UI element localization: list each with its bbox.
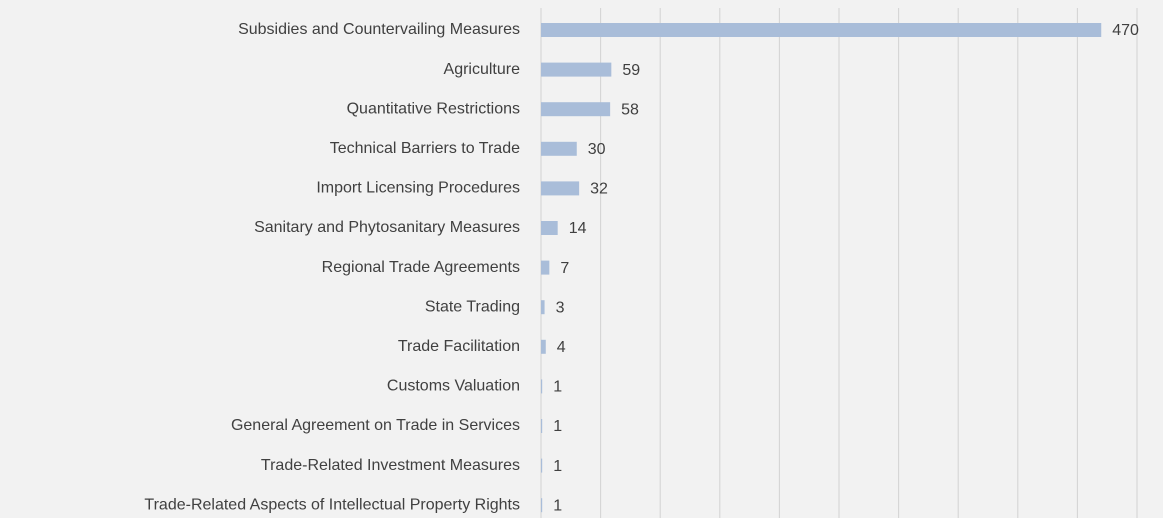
bar: [541, 260, 550, 275]
category-label: Sanitary and Phytosanitary Measures: [254, 219, 520, 236]
category-label: Quantitative Restrictions: [347, 100, 520, 117]
data-label: 1: [553, 458, 562, 475]
data-label: 3: [556, 299, 565, 316]
data-label: 32: [590, 181, 608, 198]
category-label: Agriculture: [444, 61, 521, 78]
bar: [541, 339, 546, 354]
data-label: 470: [1112, 22, 1139, 39]
bar: [541, 181, 580, 196]
bar: [541, 300, 545, 315]
category-label: Regional Trade Agreements: [322, 259, 520, 276]
bar: [541, 458, 543, 473]
data-label: 58: [621, 101, 639, 118]
data-label: 14: [569, 220, 587, 237]
category-label: State Trading: [425, 298, 520, 315]
category-label: Subsidies and Countervailing Measures: [238, 21, 520, 38]
category-label: Trade Facilitation: [398, 338, 520, 355]
bar: [541, 419, 543, 433]
bar: [541, 23, 1102, 37]
bar: [541, 379, 543, 394]
category-label: Trade-Related Investment Measures: [261, 457, 520, 474]
data-label: 4: [557, 339, 566, 356]
data-label: 59: [622, 62, 640, 79]
bar: [541, 221, 558, 235]
category-label: Technical Barriers to Trade: [330, 140, 520, 157]
bar: [541, 141, 577, 156]
bar: [541, 102, 611, 117]
category-label: Customs Valuation: [387, 378, 520, 395]
bar: [541, 498, 543, 513]
bar: [541, 62, 612, 77]
data-label: 7: [560, 260, 569, 277]
data-label: 1: [553, 379, 562, 396]
category-label: Trade-Related Aspects of Intellectual Pr…: [144, 496, 520, 513]
data-label: 30: [588, 141, 606, 158]
category-label: Import Licensing Procedures: [316, 180, 520, 197]
data-label: 1: [553, 497, 562, 514]
data-label: 1: [553, 418, 562, 435]
category-label: General Agreement on Trade in Services: [231, 417, 520, 434]
